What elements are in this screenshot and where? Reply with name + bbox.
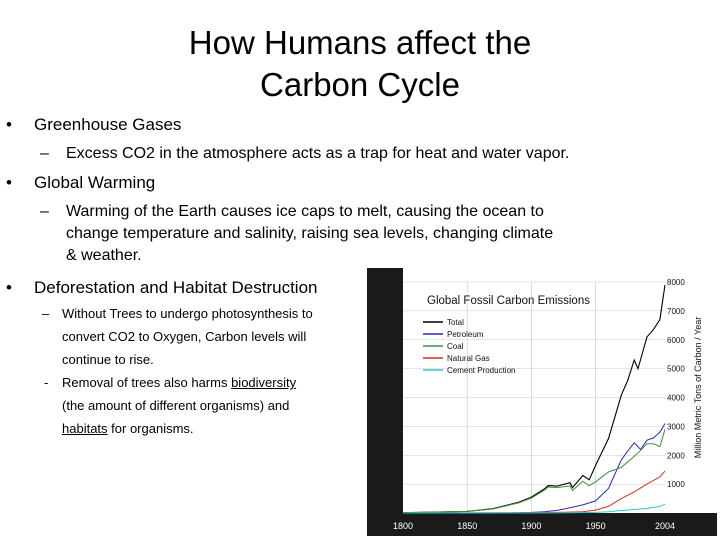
sub-bullet-text: Excess CO2 in the atmosphere acts as a t… [66,145,570,162]
series-line-coal [402,429,666,514]
y-tick-label: 4000 [667,394,685,403]
bullet-heading: Greenhouse Gases [34,115,182,134]
x-tick-label: 2004 [655,521,675,531]
bullet-dot: • [6,278,12,297]
bullet-dot: • [6,115,12,134]
y-tick-label: 6000 [667,336,685,345]
y-tick-label: 1000 [667,480,685,489]
sub-bullet-text-line-2: change temperature and salinity, raising… [66,225,554,242]
bullet-greenhouse: • Greenhouse Gases [6,114,182,136]
chart-left-band [367,268,403,536]
legend-label: Natural Gas [447,354,490,363]
series-line-total [402,284,666,514]
legend-label: Coal [447,342,464,351]
chart-title: Global Fossil Carbon Emissions [427,295,590,307]
sub-bullet-text-line-3: habitats for organisms. [62,417,362,440]
bullet-heading: Deforestation and Habitat Destruction [34,278,318,297]
y-tick-label: 3000 [667,422,685,431]
x-tick-label: 1900 [521,521,541,531]
sub-bullet-dash: – [40,203,49,220]
sub-bullet-biodiversity: - Removal of trees also harms biodiversi… [44,371,362,440]
text-run: for organisms. [107,421,194,436]
sub-bullet-text-line-2: (the amount of different organisms) and [62,398,290,413]
y-tick-label: 8000 [667,278,685,287]
bullet-deforestation: • Deforestation and Habitat Destruction [6,277,318,299]
emissions-chart: 1000 2000 3000 4000 5000 6000 7000 8000 1800 1850… [367,268,717,536]
series-line-petroleum [402,423,666,514]
bullet-warming: • Global Warming [6,172,156,194]
emissions-chart-svg: 1000 2000 3000 4000 5000 6000 7000 8000 1800 1850… [367,268,717,536]
legend-label: Cement Production [447,366,515,375]
sub-bullet-text-line-1: Removal of trees also harms biodiversity [62,371,362,394]
y-tick-label: 2000 [667,451,685,460]
bullet-heading: Global Warming [34,173,156,192]
sub-bullet-text-line-3: continue to rise. [62,352,154,367]
slide-title-line-2: Carbon Cycle [260,66,460,103]
sub-bullet-text-line-1: Warming of the Earth causes ice caps to … [66,203,544,220]
biodiversity-term: biodiversity [231,375,297,390]
sub-bullet-text-line-1: Without Trees to undergo photosynthesis … [62,306,313,321]
x-tick-label: 1850 [457,521,477,531]
x-tick-label: 1800 [393,521,413,531]
sub-bullet-dash: – [40,145,49,162]
legend-label: Total [447,318,464,327]
series-line-cement-production [402,503,666,514]
sub-bullet-greenhouse: – Excess CO2 in the atmosphere acts as a… [40,143,570,165]
legend-label: Petroleum [447,330,484,339]
text-run: Removal of trees also harms [62,375,232,390]
habitats-term: habitats [62,421,108,436]
chart-bottom-band [403,513,717,536]
x-tick-label: 1950 [586,521,606,531]
y-axis-label: Million Metric Tons of Carbon / Year [693,317,703,458]
slide-title: How Humans affect the Carbon Cycle [140,22,580,106]
sub-bullet-photosynthesis: – Without Trees to undergo photosynthesi… [42,302,362,371]
sub-bullet-dash: - [44,375,49,390]
y-tick-label: 7000 [667,307,685,316]
sub-bullet-text-line-2: convert CO2 to Oxygen, Carbon levels wil… [62,329,307,344]
sub-bullet-warming: – Warming of the Earth causes ice caps t… [40,201,554,267]
sub-bullet-dash: – [42,306,50,321]
slide-title-line-1: How Humans affect the [188,24,532,61]
bullet-dot: • [6,173,12,192]
y-tick-label: 5000 [667,365,685,374]
sub-bullet-text-line-3: & weather. [66,247,142,264]
